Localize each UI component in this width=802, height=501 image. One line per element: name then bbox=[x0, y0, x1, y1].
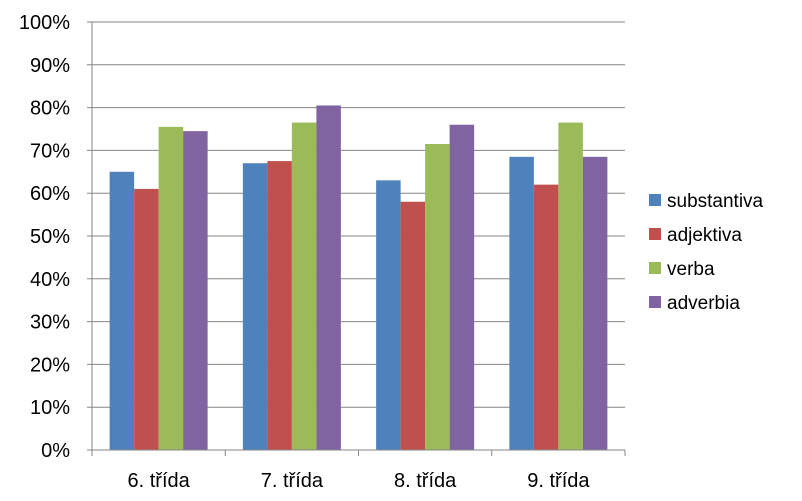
legend-swatch-adverbia bbox=[649, 296, 661, 308]
bar-substantiva bbox=[242, 163, 268, 451]
bar-adjektiva bbox=[400, 201, 426, 450]
y-axis-tick-labels: 0% 10% 20% 30% 40% 50% 60% 70% 80% 90% 100% bbox=[19, 12, 70, 462]
y-tick-label: 60% bbox=[30, 183, 70, 205]
bar-adverbia bbox=[449, 124, 475, 450]
y-tick-label: 50% bbox=[30, 226, 70, 248]
bars bbox=[109, 105, 608, 451]
legend: substantiva adjektiva verba adverbia bbox=[649, 191, 764, 314]
bar-substantiva bbox=[109, 171, 135, 451]
legend-swatch-adjektiva bbox=[649, 228, 661, 240]
x-tick-label: 6. třída bbox=[127, 470, 190, 492]
bar-verba bbox=[291, 122, 317, 450]
x-axis-tick-labels: 6. třída 7. třída 8. třída 9. třída bbox=[127, 470, 590, 492]
y-tick-label: 0% bbox=[41, 440, 70, 462]
bar-adverbia bbox=[316, 105, 341, 451]
legend-label-adverbia: adverbia bbox=[667, 293, 740, 314]
legend-swatch-verba bbox=[649, 262, 661, 274]
bar-verba bbox=[158, 126, 184, 451]
legend-label-verba: verba bbox=[667, 259, 715, 280]
y-tick-label: 90% bbox=[30, 55, 70, 77]
x-tick-label: 9. třída bbox=[527, 470, 590, 492]
bar-verba bbox=[558, 122, 583, 450]
y-tick-label: 40% bbox=[30, 269, 70, 291]
bar-adverbia bbox=[582, 156, 608, 450]
y-tick-label: 80% bbox=[30, 98, 70, 120]
bar-substantiva bbox=[376, 180, 401, 451]
y-tick-label: 100% bbox=[19, 12, 70, 34]
bar-adverbia bbox=[183, 131, 208, 450]
bar-adjektiva bbox=[533, 184, 559, 450]
x-tick-label: 7. třída bbox=[261, 470, 324, 492]
bar-verba bbox=[425, 143, 450, 451]
y-tick-label: 20% bbox=[30, 354, 70, 376]
y-tick-label: 10% bbox=[30, 397, 70, 419]
legend-label-substantiva: substantiva bbox=[667, 191, 764, 212]
bar-adjektiva bbox=[267, 161, 292, 450]
legend-label-adjektiva: adjektiva bbox=[667, 225, 742, 246]
bar-adjektiva bbox=[134, 188, 159, 451]
x-tick-label: 8. třída bbox=[394, 470, 457, 492]
bar-substantiva bbox=[509, 156, 534, 450]
axes bbox=[87, 21, 626, 456]
y-tick-label: 30% bbox=[30, 312, 70, 334]
y-tick-label: 70% bbox=[30, 140, 70, 162]
legend-swatch-substantiva bbox=[649, 194, 661, 206]
